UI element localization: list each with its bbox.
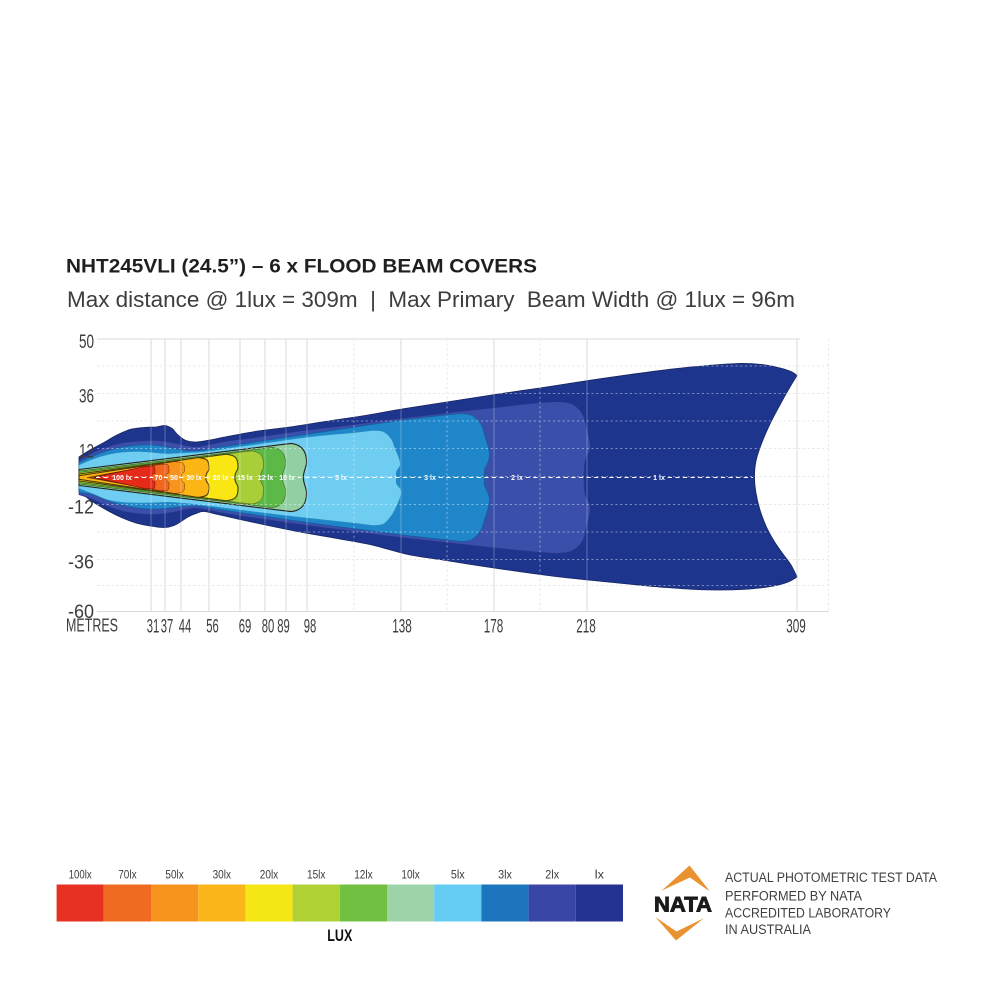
svg-text:5lx: 5lx <box>451 870 465 882</box>
svg-text:LUX: LUX <box>327 926 352 945</box>
svg-text:ACCREDITED LABORATORY: ACCREDITED LABORATORY <box>725 906 891 921</box>
svg-text:Max distance @ 1lux = 309m |: Max distance @ 1lux = 309m | Max Primary… <box>67 287 795 312</box>
svg-text:15 lx: 15 lx <box>237 475 253 482</box>
svg-text:50lx: 50lx <box>165 870 184 882</box>
svg-text:3 lx: 3 lx <box>424 475 436 482</box>
svg-text:15lx: 15lx <box>307 870 326 882</box>
svg-text:80: 80 <box>262 616 275 638</box>
svg-text:56: 56 <box>206 616 219 638</box>
svg-text:178: 178 <box>484 616 504 638</box>
svg-text:10lx: 10lx <box>401 870 420 882</box>
svg-text:309: 309 <box>786 616 806 638</box>
svg-text:lx: lx <box>595 870 604 882</box>
svg-text:-12: -12 <box>68 497 94 519</box>
svg-text:12 lx: 12 lx <box>258 475 274 482</box>
svg-text:20lx: 20lx <box>260 870 279 882</box>
svg-text:NHT245VLI (24.5”) – 6 x FLOOD: NHT245VLI (24.5”) – 6 x FLOOD BEAM COVER… <box>66 257 537 278</box>
svg-text:30 lx: 30 lx <box>186 475 202 482</box>
svg-text:-60: -60 <box>68 601 94 623</box>
svg-text:138: 138 <box>392 616 412 638</box>
svg-text:1 lx: 1 lx <box>653 475 665 482</box>
svg-text:12lx: 12lx <box>354 870 373 882</box>
svg-text:218: 218 <box>576 616 596 638</box>
svg-text:METRES: METRES <box>66 616 118 636</box>
svg-text:2 lx: 2 lx <box>511 475 523 482</box>
svg-text:70: 70 <box>155 475 163 482</box>
svg-text:PERFORMED BY NATA: PERFORMED BY NATA <box>725 889 862 904</box>
svg-text:44: 44 <box>179 616 192 638</box>
svg-text:NATA: NATA <box>654 893 712 917</box>
svg-text:5 lx: 5 lx <box>335 475 347 482</box>
svg-text:10 lx: 10 lx <box>279 475 295 482</box>
svg-text:20 lx: 20 lx <box>213 475 229 482</box>
svg-text:3lx: 3lx <box>498 870 512 882</box>
svg-text:31: 31 <box>147 616 160 638</box>
svg-text:70lx: 70lx <box>118 870 137 882</box>
svg-text:98: 98 <box>304 616 317 638</box>
svg-text:12: 12 <box>79 441 94 463</box>
svg-text:89: 89 <box>277 616 290 638</box>
svg-text:37: 37 <box>161 616 174 638</box>
svg-text:50: 50 <box>79 331 94 353</box>
svg-text:100lx: 100lx <box>69 870 92 882</box>
svg-text:36: 36 <box>79 386 94 408</box>
svg-text:2lx: 2lx <box>545 870 559 882</box>
svg-text:-36: -36 <box>68 552 94 574</box>
svg-text:30lx: 30lx <box>213 870 232 882</box>
svg-text:100 lx: 100 lx <box>112 475 132 482</box>
svg-text:IN AUSTRALIA: IN AUSTRALIA <box>725 922 811 937</box>
svg-text:69: 69 <box>239 616 252 638</box>
svg-text:ACTUAL PHOTOMETRIC TEST DATA: ACTUAL PHOTOMETRIC TEST DATA <box>725 870 937 885</box>
svg-text:50: 50 <box>170 475 178 482</box>
